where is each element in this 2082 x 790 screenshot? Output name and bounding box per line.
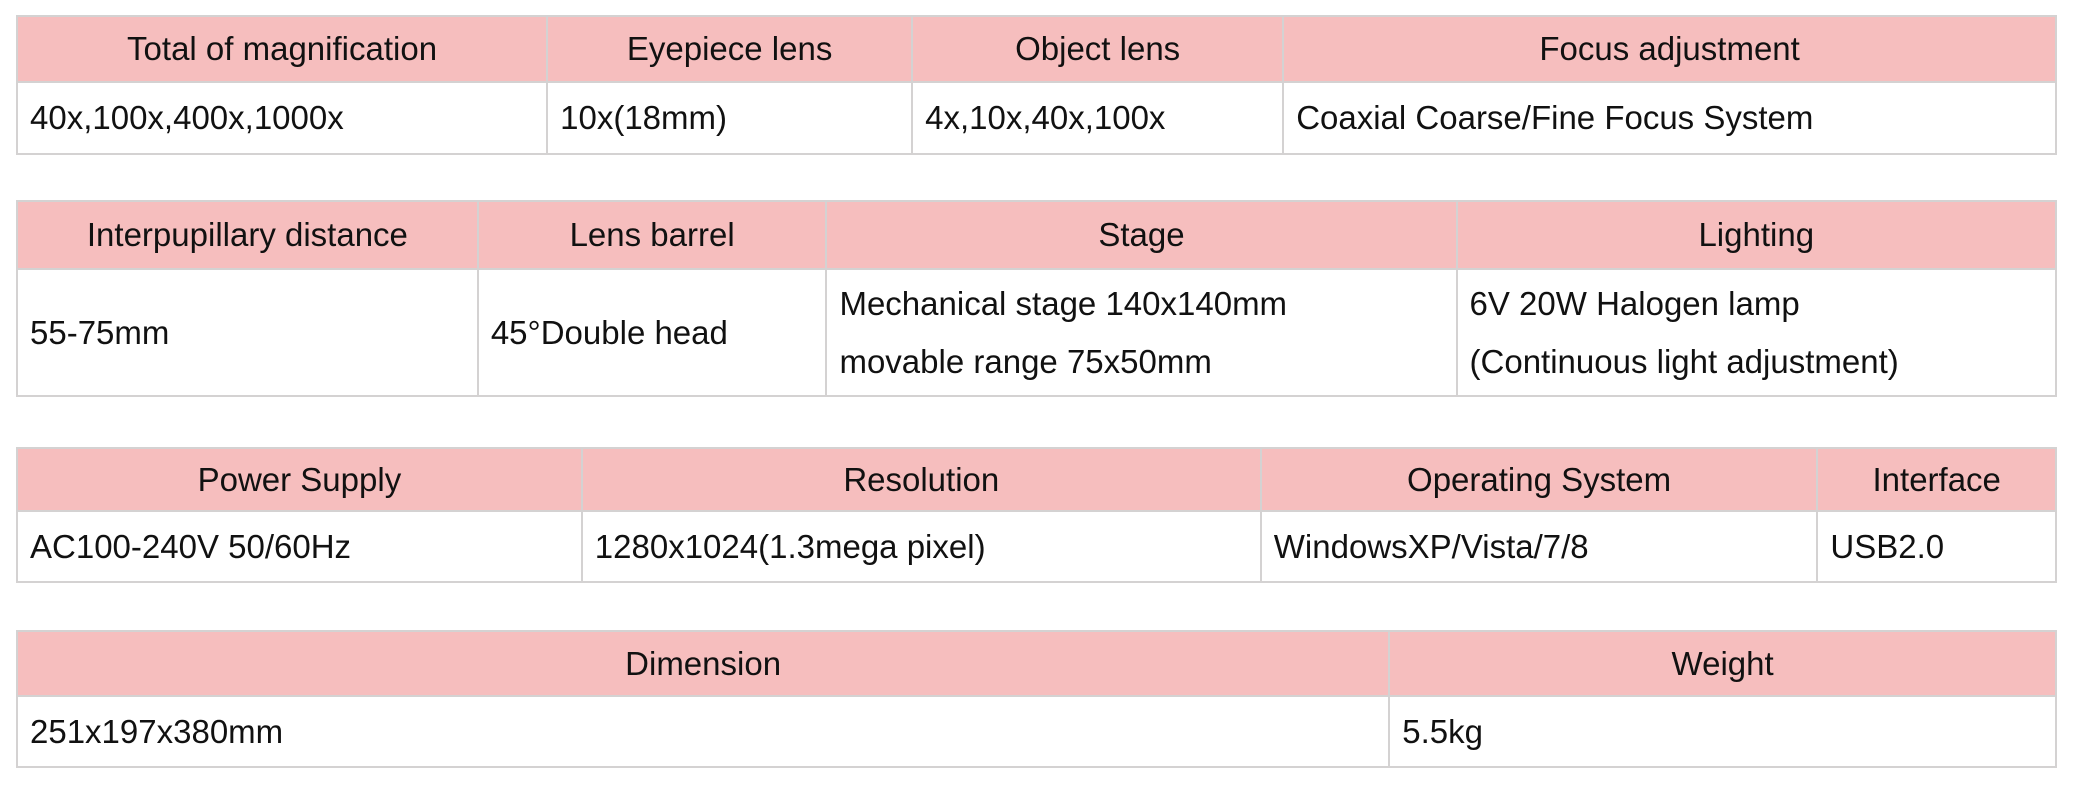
table-row: Power Supply Resolution Operating System… xyxy=(16,447,2057,512)
cell-interpupillary-distance: 55-75mm xyxy=(16,268,479,397)
header-weight: Weight xyxy=(1388,630,2057,697)
header-dimension: Dimension xyxy=(15,630,1391,697)
table-row: AC100-240V 50/60Hz 1280x1024(1.3mega pix… xyxy=(16,510,2057,583)
header-power-supply: Power Supply xyxy=(16,447,583,512)
cell-stage: Mechanical stage 140x140mm movable range… xyxy=(825,268,1458,397)
header-total-magnification: Total of magnification xyxy=(15,15,549,83)
cell-lighting: 6V 20W Halogen lamp (Continuous light ad… xyxy=(1455,268,2058,397)
header-stage: Stage xyxy=(825,200,1458,270)
header-interface: Interface xyxy=(1816,447,2057,512)
cell-operating-system: WindowsXP/Vista/7/8 xyxy=(1259,510,1819,583)
header-lighting: Lighting xyxy=(1455,200,2058,270)
cell-weight: 5.5kg xyxy=(1388,695,2057,768)
header-resolution: Resolution xyxy=(580,447,1262,512)
cell-total-magnification: 40x,100x,400x,1000x xyxy=(15,81,549,155)
cell-dimension: 251x197x380mm xyxy=(15,695,1391,768)
header-operating-system: Operating System xyxy=(1259,447,1819,512)
table-row: Dimension Weight xyxy=(15,630,2057,697)
header-focus-adjustment: Focus adjustment xyxy=(1282,15,2057,83)
table-electronics: Power Supply Resolution Operating System… xyxy=(16,447,2057,583)
table-row: 40x,100x,400x,1000x 10x(18mm) 4x,10x,40x… xyxy=(15,81,2057,155)
table-row: Interpupillary distance Lens barrel Stag… xyxy=(16,200,2058,270)
cell-object-lens: 4x,10x,40x,100x xyxy=(911,81,1285,155)
cell-interface: USB2.0 xyxy=(1816,510,2057,583)
cell-resolution: 1280x1024(1.3mega pixel) xyxy=(580,510,1262,583)
table-physical: Dimension Weight 251x197x380mm 5.5kg xyxy=(15,630,2057,768)
table-row: 55-75mm 45°Double head Mechanical stage … xyxy=(16,268,2058,397)
header-object-lens: Object lens xyxy=(911,15,1285,83)
cell-power-supply: AC100-240V 50/60Hz xyxy=(16,510,583,583)
table-row: Total of magnification Eyepiece lens Obj… xyxy=(15,15,2057,83)
cell-eyepiece-lens: 10x(18mm) xyxy=(546,81,914,155)
table-optics: Total of magnification Eyepiece lens Obj… xyxy=(15,15,2057,155)
cell-lens-barrel: 45°Double head xyxy=(476,268,828,397)
table-body: Interpupillary distance Lens barrel Stag… xyxy=(16,200,2058,397)
header-lens-barrel: Lens barrel xyxy=(476,200,828,270)
table-row: 251x197x380mm 5.5kg xyxy=(15,695,2057,768)
header-interpupillary-distance: Interpupillary distance xyxy=(16,200,479,270)
cell-focus-adjustment: Coaxial Coarse/Fine Focus System xyxy=(1282,81,2057,155)
header-eyepiece-lens: Eyepiece lens xyxy=(546,15,914,83)
